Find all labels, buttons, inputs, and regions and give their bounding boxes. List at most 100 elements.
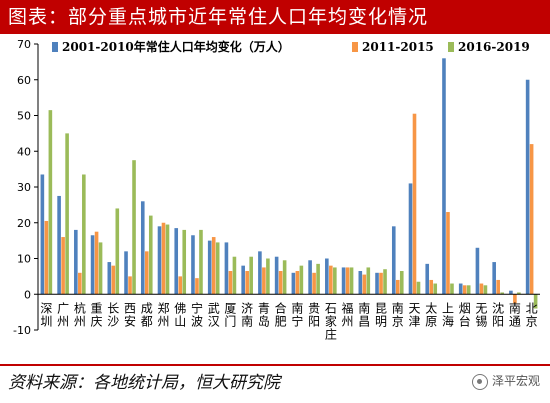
- bar-佛山-series-1: [174, 228, 179, 295]
- bar-北京-series-1: [525, 79, 530, 295]
- bar-福州-series-3: [349, 267, 354, 295]
- bar-沈阳-series-2: [496, 279, 500, 295]
- bar-天津-series-1: [408, 183, 413, 295]
- x-tick-label-昆明: 昆明: [375, 301, 387, 328]
- bar-宁波-series-2: [195, 278, 199, 295]
- bar-天津-series-3: [416, 281, 421, 295]
- bar-太原-series-3: [433, 283, 438, 295]
- bar-佛山-series-2: [178, 276, 183, 295]
- bar-青岛-series-2: [262, 267, 266, 295]
- x-tick-label-杭州: 杭州: [74, 300, 86, 328]
- bar-厦门-series-3: [232, 256, 237, 295]
- bar-沈阳-series-1: [492, 262, 496, 295]
- bar-南宁-series-2: [295, 271, 300, 295]
- bar-无锡-series-3: [483, 285, 488, 295]
- x-tick-label-石家庄: 石家庄: [325, 301, 337, 341]
- bar-郑州-series-2: [161, 222, 166, 295]
- bar-贵阳-series-2: [312, 272, 316, 295]
- bar-南宁-series-3: [299, 265, 304, 295]
- bar-福州-series-1: [341, 267, 346, 295]
- bar-贵阳-series-3: [316, 263, 320, 295]
- bar-宁波-series-3: [199, 229, 203, 295]
- x-tick-label-南京: 南京: [392, 300, 404, 328]
- x-tick-label-郑州: 郑州: [157, 300, 169, 328]
- bar-无锡-series-1: [475, 247, 480, 295]
- x-tick-label-贵阳: 贵阳: [308, 301, 320, 328]
- x-tick-label-合肥: 合肥: [275, 300, 287, 328]
- source-note: 资料来源：各地统计局，恒大研究院: [8, 373, 280, 393]
- bar-宁波-series-1: [191, 235, 195, 295]
- x-tick-label-烟台: 烟台: [459, 301, 471, 328]
- bar-chart: -10 0 10 20 30 40 50 60 70 深圳广州杭州重庆长沙西安成都郑州佛山宁波武汉…: [13, 38, 540, 341]
- bar-南昌-series-1: [358, 271, 363, 295]
- x-tick-label-宁波: 宁波: [191, 300, 203, 328]
- x-tick-label-南昌: 南昌: [358, 300, 370, 328]
- bar-南京-series-2: [395, 279, 400, 295]
- bar-昆明-series-2: [379, 272, 383, 295]
- bar-上海-series-2: [446, 212, 450, 295]
- bar-福州-series-2: [345, 267, 350, 295]
- footer-divider: [0, 364, 550, 366]
- bar-南通-series-1: [509, 290, 513, 295]
- y-tick-label: 60: [17, 74, 31, 87]
- bar-天津-series-2: [412, 113, 417, 295]
- legend: 2001-2010年常住人口年均变化（万人） 2011-2015 2016-2019: [52, 39, 530, 54]
- bar-南通-series-3: [517, 292, 521, 295]
- bar-石家庄-series-2: [329, 265, 333, 295]
- legend-swatch-2: [352, 42, 358, 52]
- bar-厦门-series-1: [224, 242, 229, 295]
- x-tick-label-无锡: 无锡: [475, 301, 487, 328]
- bar-成都-series-1: [140, 201, 145, 295]
- bar-长沙-series-1: [107, 262, 112, 295]
- bar-太原-series-1: [425, 263, 430, 295]
- x-tick-label-济南: 济南: [241, 300, 253, 328]
- bar-济南-series-2: [245, 271, 249, 295]
- bar-太原-series-2: [429, 279, 434, 295]
- bar-深圳-series-3: [48, 110, 53, 295]
- bar-北京-series-3: [533, 294, 538, 309]
- watermark: 泽平宏观: [471, 372, 540, 390]
- x-tick-label-厦门: 厦门: [224, 301, 236, 328]
- bar-上海-series-1: [442, 58, 446, 295]
- bar-杭州-series-2: [78, 272, 82, 295]
- x-tick-label-太原: 太原: [425, 300, 437, 328]
- x-tick-label-长沙: 长沙: [107, 301, 119, 328]
- bar-烟台-series-1: [458, 283, 463, 295]
- bar-深圳-series-1: [40, 174, 45, 295]
- y-tick-label: 20: [17, 217, 31, 230]
- x-tick-label-武汉: 武汉: [208, 301, 220, 328]
- bar-广州-series-3: [65, 133, 69, 295]
- bar-合肥-series-3: [282, 260, 287, 295]
- x-tick-label-成都: 成都: [141, 301, 153, 328]
- bar-烟台-series-3: [466, 285, 471, 295]
- page-title: 图表：部分重点城市近年常住人口年均变化情况: [8, 6, 429, 28]
- x-tick-label-西安: 西安: [124, 301, 136, 328]
- bar-广州-series-2: [61, 237, 65, 295]
- bar-上海-series-3: [450, 283, 454, 295]
- bar-石家庄-series-3: [333, 267, 337, 295]
- bar-南京-series-1: [391, 226, 396, 295]
- bar-青岛-series-3: [266, 258, 270, 295]
- wechat-icon: [471, 373, 488, 390]
- bar-昆明-series-3: [383, 269, 387, 295]
- y-tick-label: 40: [17, 145, 31, 158]
- bar-重庆-series-3: [98, 242, 103, 295]
- bar-西安-series-3: [132, 160, 136, 295]
- x-tick-label-北京: 北京: [526, 301, 538, 328]
- bar-重庆-series-2: [94, 231, 99, 295]
- x-tick-label-青岛: 青岛: [258, 301, 270, 328]
- bar-西安-series-2: [128, 276, 132, 295]
- bar-成都-series-3: [148, 215, 153, 295]
- bar-贵阳-series-1: [308, 260, 312, 295]
- x-tick-label-上海: 上海: [442, 301, 454, 328]
- legend-label-1: 2001-2010年常住人口年均变化（万人）: [62, 39, 290, 54]
- y-tick-label: 0: [24, 288, 31, 301]
- x-tick-label-重庆: 重庆: [91, 301, 103, 328]
- bar-武汉-series-1: [207, 240, 212, 295]
- bar-合肥-series-2: [278, 271, 283, 295]
- legend-swatch-1: [52, 42, 58, 52]
- y-tick-label: -10: [13, 324, 31, 337]
- bar-石家庄-series-1: [325, 258, 329, 295]
- legend-swatch-3: [448, 42, 454, 52]
- y-tick-label: 50: [17, 110, 31, 123]
